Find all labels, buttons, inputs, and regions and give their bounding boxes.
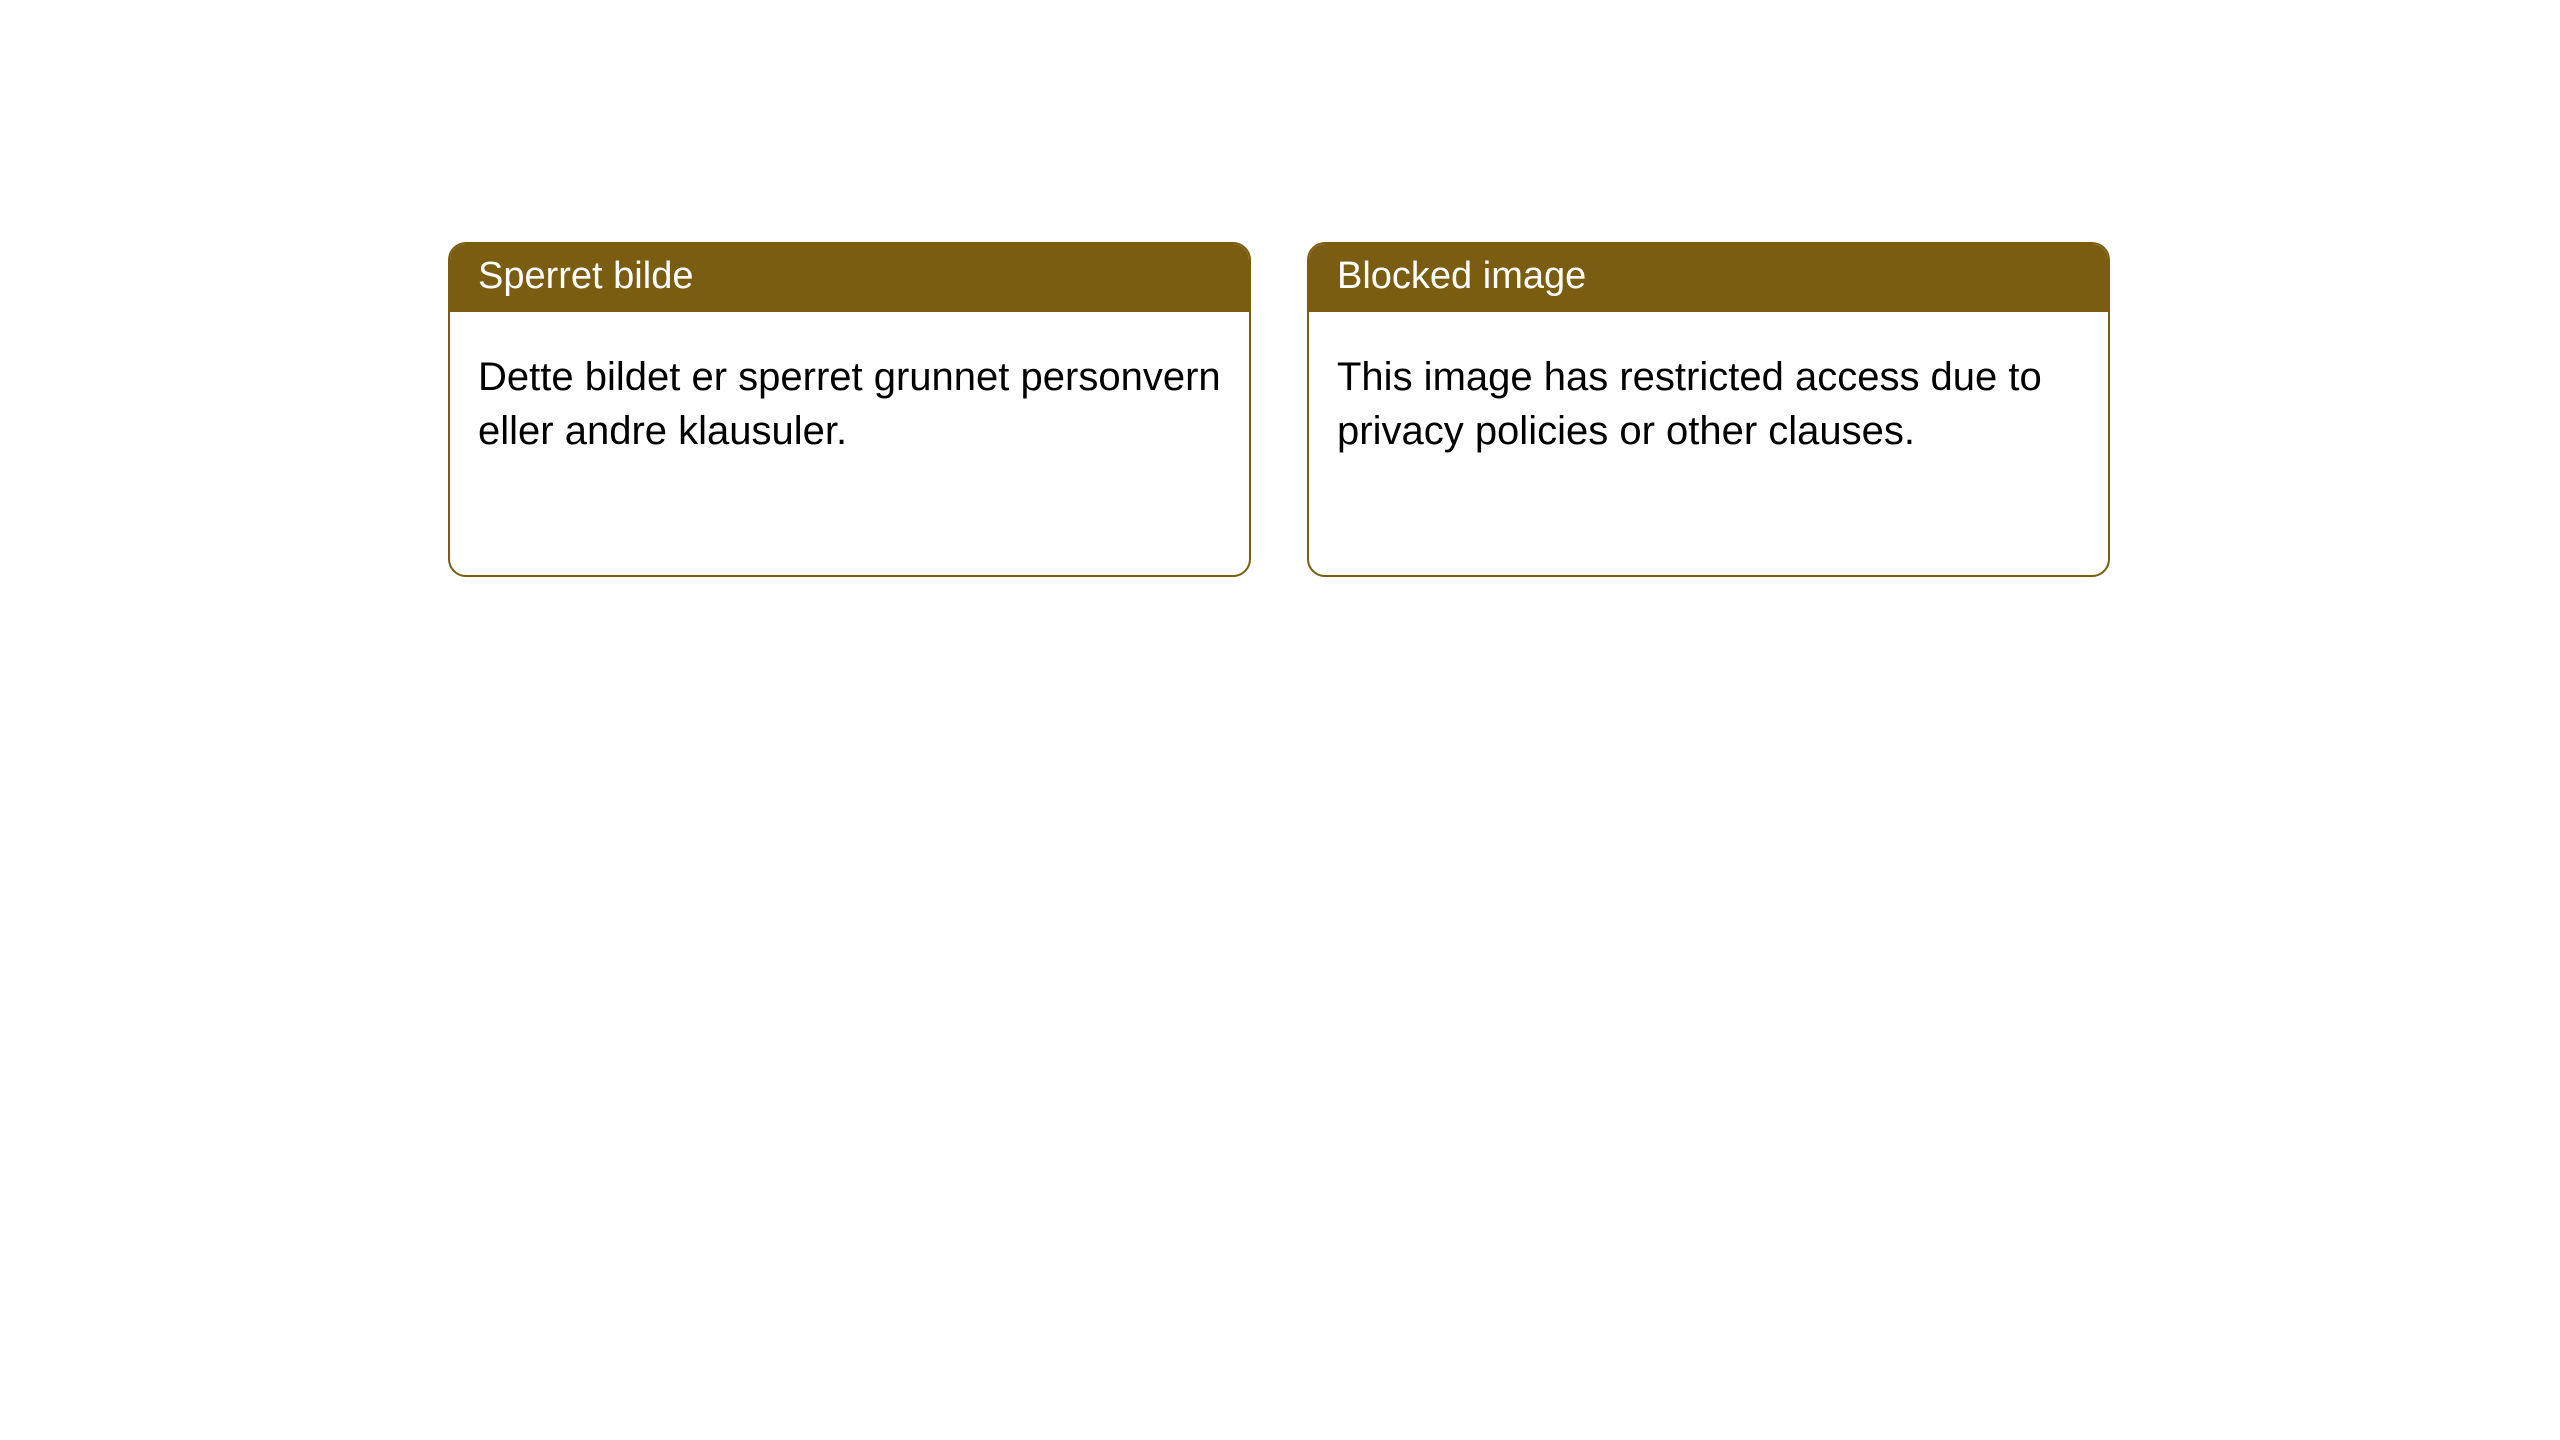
notice-container: Sperret bilde Dette bildet er sperret gr…: [448, 242, 2110, 577]
notice-card-norwegian: Sperret bilde Dette bildet er sperret gr…: [448, 242, 1251, 577]
notice-title: Sperret bilde: [450, 244, 1249, 312]
notice-body: This image has restricted access due to …: [1309, 312, 2108, 496]
notice-title: Blocked image: [1309, 244, 2108, 312]
notice-card-english: Blocked image This image has restricted …: [1307, 242, 2110, 577]
notice-body: Dette bildet er sperret grunnet personve…: [450, 312, 1249, 496]
